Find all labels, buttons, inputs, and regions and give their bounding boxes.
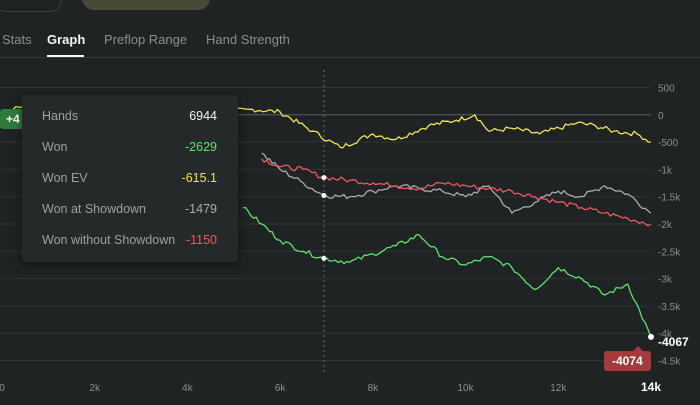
tooltip-label: Won [42, 140, 68, 154]
x-tick-label: 10k [458, 383, 475, 394]
tab-hand-strength[interactable]: Hand Strength [206, 32, 290, 47]
tooltip-row-hands: Hands 6944 [42, 109, 217, 129]
x-tick-label: 12k [550, 383, 567, 394]
tooltip-row-won-without-showdown: Won without Showdown -1150 [42, 233, 217, 253]
tooltip-value: -1479 [185, 202, 217, 216]
x-tick-label: 6k [275, 383, 287, 394]
y-tick-label: -2.5k [658, 247, 681, 258]
tooltip-label: Won without Showdown [42, 233, 176, 247]
tab-preflop-range[interactable]: Preflop Range [104, 32, 188, 47]
tooltip-value: 6944 [189, 109, 217, 123]
start-value-badge: +4 [0, 109, 26, 129]
hover-tooltip: Hands 6944 Won -2629 Won EV -615.1 Won a… [22, 95, 238, 262]
crosshair-point [321, 175, 327, 181]
y-tick-label: -3.5k [658, 302, 681, 313]
tooltip-row-won-ev: Won EV -615.1 [42, 171, 217, 191]
y-tick-label: 500 [658, 83, 675, 94]
y-tick-label: -500 [658, 138, 678, 149]
series-line [243, 206, 652, 338]
y-tick-label: 0 [658, 111, 664, 122]
tab-graph[interactable]: Graph [47, 32, 86, 47]
x-tick-label: 8k [368, 383, 380, 394]
final-point [648, 333, 654, 340]
tooltip-label: Won at Showdown [42, 202, 146, 216]
tooltip-value: -1150 [185, 233, 217, 247]
tooltip-label: Won EV [42, 171, 88, 185]
crosshair-point [321, 255, 327, 261]
y-tick-label: -2k [658, 220, 673, 231]
tooltip-value: -615.1 [181, 171, 217, 185]
tabs-divider [0, 57, 700, 58]
y-tick-label: -1k [658, 165, 673, 176]
x-tick-label: 2k [89, 383, 101, 394]
end-value-badge: -4074 [604, 346, 651, 371]
crosshair-point [321, 193, 327, 199]
top-accent-button[interactable] [82, 0, 210, 10]
tooltip-row-won: Won -2629 [42, 140, 217, 160]
y-tick-label: -4.5k [658, 357, 681, 368]
series-line [261, 158, 652, 227]
x-tick-label: 0 [0, 383, 5, 394]
y-tick-label: -3k [658, 275, 673, 286]
tooltip-value: -2629 [185, 140, 217, 154]
x-tick-label: 14k [641, 380, 661, 394]
x-tick-label: 4k [182, 383, 194, 394]
tooltip-label: Hands [42, 109, 79, 123]
y-tick-label: -1.5k [658, 193, 681, 204]
tooltip-row-won-at-showdown: Won at Showdown -1479 [42, 202, 217, 222]
active-tab-underline [47, 55, 84, 57]
y-tick-label: -4k [658, 329, 673, 340]
final-value-label: -4067 [658, 335, 689, 349]
tab-stats[interactable]: Stats [2, 32, 32, 47]
